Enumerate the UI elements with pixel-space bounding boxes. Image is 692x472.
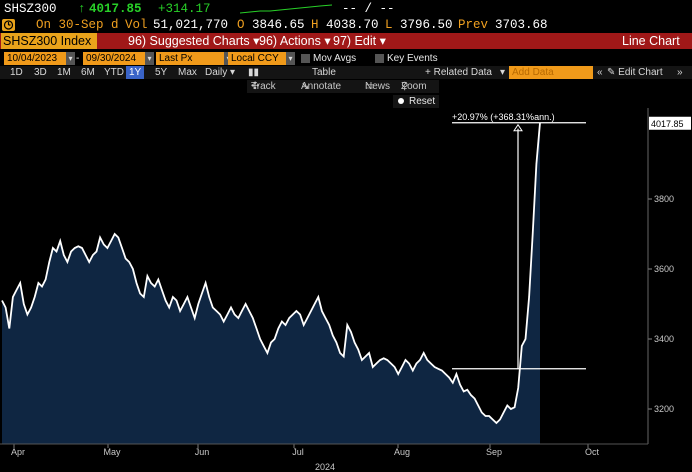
x-year-label: 2024: [315, 462, 335, 472]
x-tick-label: Aug: [394, 447, 410, 457]
mov-avgs-checkbox[interactable]: [301, 54, 310, 63]
x-tick-label: May: [103, 447, 121, 457]
chart-controls: 10/04/2023 ▾ - 09/30/2024 ▾ Last Px ▾ Lo…: [0, 52, 692, 65]
start-date-field[interactable]: 10/04/2023: [4, 52, 66, 65]
chevron-down-icon: ▾: [324, 34, 331, 48]
security-field[interactable]: SHSZ300 Index: [1, 33, 98, 49]
up-arrow-icon: ↑: [78, 2, 86, 16]
period-3d[interactable]: 3D: [34, 67, 47, 78]
quote-details: On 30-Sep d Vol 51,021,770 O 3846.65 H 4…: [0, 18, 692, 32]
reset-icon: [398, 98, 404, 104]
high-value: 4038.70: [326, 18, 379, 32]
news-icon: ▭: [365, 81, 375, 92]
last-value-label: 4017.85: [651, 119, 684, 129]
pencil-icon: ↘: [301, 81, 310, 92]
period-5y[interactable]: 5Y: [155, 67, 168, 78]
prev-value: 3703.68: [495, 18, 548, 32]
chevron-down-icon: ▾: [253, 34, 260, 48]
last-price: 4017.85: [89, 2, 142, 16]
magnifier-icon: ⚲: [401, 81, 409, 92]
clock-icon[interactable]: [2, 19, 15, 31]
edit-chart-button[interactable]: ✎ Edit Chart: [607, 67, 663, 78]
low-value: 3796.50: [400, 18, 453, 32]
currency-select[interactable]: Local CCY: [228, 52, 286, 65]
x-axis: Apr May Jun Jul Aug Sep Oct 2024: [11, 444, 600, 472]
chart-type-title: Line Chart: [622, 34, 680, 48]
open-value: 3846.65: [252, 18, 305, 32]
frequency-select[interactable]: Daily ▾: [205, 67, 236, 78]
period-1y[interactable]: 1Y: [126, 66, 145, 79]
related-data-dropdown-icon[interactable]: ▾: [500, 67, 506, 78]
price-change: +314.17: [158, 2, 211, 16]
annotation-arrowhead: [513, 123, 523, 132]
x-tick-label: Sep: [486, 447, 502, 457]
y-axis: 3200 3400 3600 3800: [648, 194, 674, 414]
annotation-label: +20.97% (+368.31%ann.): [452, 112, 555, 122]
x-tick-label: Apr: [11, 447, 25, 457]
actions-menu[interactable]: 96) Actions ▾: [259, 34, 331, 48]
open-label: O: [237, 18, 245, 32]
start-date-dropdown-icon[interactable]: ▾: [66, 52, 75, 65]
prev-label: Prev: [458, 18, 489, 32]
ticker-label[interactable]: SHSZ300: [4, 2, 57, 16]
expand-icon[interactable]: »: [677, 67, 683, 78]
x-tick-label: Oct: [585, 447, 600, 457]
suggested-charts-menu[interactable]: 96) Suggested Charts ▾: [128, 34, 260, 48]
period-1d[interactable]: 1D: [10, 67, 23, 78]
menu-bar: SHSZ300 Index 96) Suggested Charts ▾ 96)…: [0, 33, 692, 49]
end-date-dropdown-icon[interactable]: ▾: [145, 52, 154, 65]
last-value-box: [649, 116, 691, 130]
period-6m[interactable]: 6M: [81, 67, 95, 78]
table-button[interactable]: Table: [312, 67, 336, 78]
collapse-icon[interactable]: «: [597, 67, 603, 78]
currency-dropdown-icon[interactable]: ▾: [286, 52, 295, 65]
key-events-checkbox[interactable]: [375, 54, 384, 63]
quote-bar: SHSZ300 ↑ 4017.85 +314.17 -- / --: [0, 0, 692, 18]
price-line: [1, 122, 541, 425]
low-label: L: [385, 18, 393, 32]
related-data-button[interactable]: + Related Data: [425, 67, 492, 78]
end-date-field[interactable]: 09/30/2024: [83, 52, 145, 65]
x-tick-label: Jul: [292, 447, 304, 457]
change-annotation: +20.97% (+368.31%ann.): [452, 112, 586, 370]
date-separator: -: [76, 53, 80, 64]
y-tick-label: 3800: [654, 194, 674, 204]
period-bar: 1D 3D 1M 6M YTD 1Y 5Y Max Daily ▾ ▮▮ Tab…: [0, 66, 692, 79]
edit-menu[interactable]: 97) Edit ▾: [333, 34, 386, 48]
wrench-icon: ✎: [607, 67, 616, 78]
price-field-select[interactable]: Last Px: [156, 52, 224, 65]
period-max[interactable]: Max: [178, 67, 197, 78]
add-data-input[interactable]: Add Data: [509, 66, 593, 79]
bid-ask-range: -- / --: [342, 2, 395, 16]
y-tick-label: 3600: [654, 264, 674, 274]
vol-label: Vol: [125, 18, 148, 32]
chart-type-icon[interactable]: ▮▮: [248, 67, 260, 78]
key-events-label: Key Events: [387, 53, 438, 64]
chevron-down-icon: ▾: [379, 34, 386, 48]
y-tick-label: 3200: [654, 404, 674, 414]
period-1m[interactable]: 1M: [57, 67, 71, 78]
volume-value: 51,021,770: [153, 18, 229, 32]
high-label: H: [311, 18, 319, 32]
sparkline-icon: [240, 4, 332, 14]
price-area: [2, 122, 540, 445]
crosshair-icon: ✣: [251, 81, 260, 92]
y-tick-label: 3400: [654, 334, 674, 344]
period-ytd[interactable]: YTD: [104, 67, 124, 78]
line-chart[interactable]: 3200 3400 3600 3800 Apr May Jun Jul Aug Sep Oct 20…: [0, 108, 692, 472]
date-label: On 30-Sep d: [36, 18, 119, 32]
chart-tools: ✣ Track ↘ Annotate ▭ News ⚲ Zoom: [247, 80, 439, 93]
x-tick-label: Jun: [195, 447, 210, 457]
chevron-down-icon: ▾: [230, 67, 236, 78]
reset-button[interactable]: Reset: [393, 95, 439, 108]
mov-avgs-label: Mov Avgs: [313, 53, 357, 64]
